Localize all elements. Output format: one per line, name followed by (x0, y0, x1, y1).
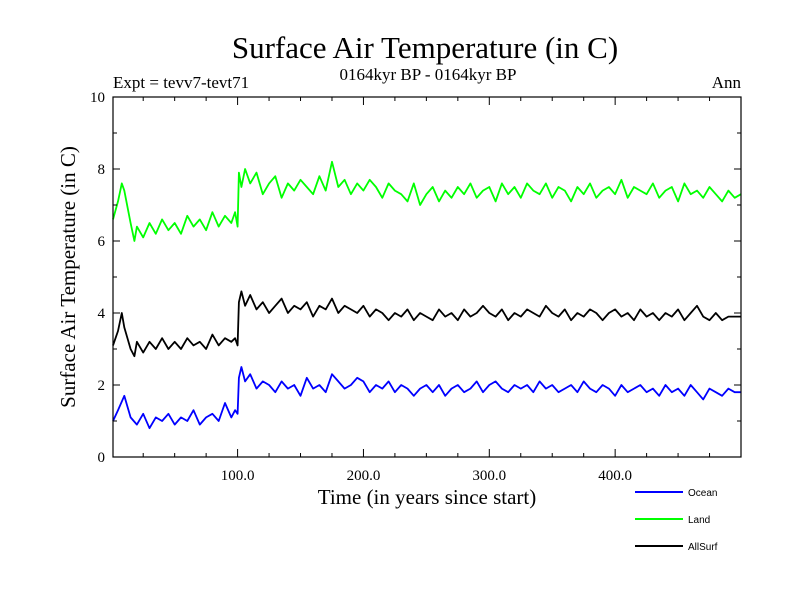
y-tick-label: 6 (98, 234, 106, 250)
plot-frame (112, 96, 742, 458)
x-tick-label: 300.0 (472, 468, 506, 484)
series-line-land (112, 160, 742, 242)
legend-label-ocean: Ocean (688, 488, 717, 499)
x-axis-label: Time (in years since start) (318, 485, 537, 509)
y-tick-label: 2 (98, 378, 106, 394)
legend-label-allsurf: AllSurf (688, 542, 718, 553)
y-tick-label: 8 (98, 162, 106, 178)
experiment-label: Expt = tevv7-tevt71 (113, 73, 249, 92)
series-line-ocean (112, 366, 741, 430)
chart-subtitle: 0164kyr BP - 0164kyr BP (340, 65, 517, 84)
legend: Ocean Land AllSurf (635, 488, 718, 553)
y-tick-label: 0 (98, 450, 106, 466)
series-layer (112, 160, 742, 430)
x-tick-label: 100.0 (221, 468, 255, 484)
legend-label-land: Land (688, 515, 710, 526)
y-tick-label: 10 (90, 90, 105, 106)
x-tick-label: 200.0 (347, 468, 381, 484)
period-label: Ann (712, 73, 742, 92)
x-tick-label: 400.0 (598, 468, 632, 484)
chart-title: Surface Air Temperature (in C) (232, 30, 618, 65)
ticks-layer: 0 2 4 6 8 10 100.0 200.0 300.0 400.0 (90, 90, 741, 484)
series-line-allsurf (112, 290, 741, 358)
y-tick-label: 4 (98, 306, 106, 322)
y-axis-label: Surface Air Temperature (in C) (56, 146, 80, 408)
